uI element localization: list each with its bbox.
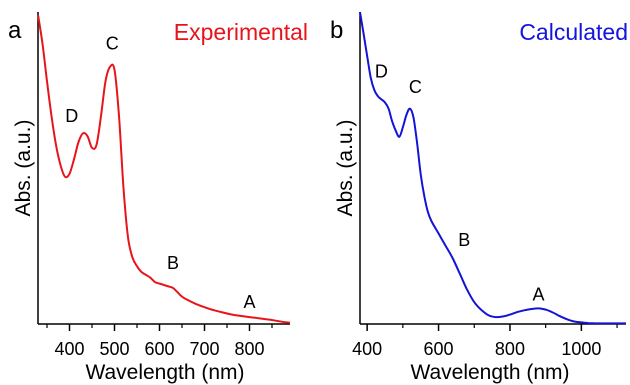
panel-a-peak-labels: D C B A [65,34,255,313]
panel-a-title: Experimental [174,19,308,45]
peak-label-b: B [167,253,179,273]
panel-b-y-axis-title: Abs. (a.u.) [334,120,357,217]
panel-b-x-tick-labels: 400 600 800 1000 [352,339,601,359]
peak-label-b: B [458,230,470,250]
peak-label-d: D [65,106,78,126]
x-tick-label: 800 [234,339,264,359]
peak-label-c: C [106,34,119,54]
peak-label-a: A [243,292,255,312]
x-tick-label: 600 [144,339,174,359]
panel-b-peak-labels: D C B A [375,62,545,305]
panel-a-y-axis-title: Abs. (a.u.) [12,120,35,217]
peak-label-d: D [375,62,388,82]
x-tick-label: 800 [495,339,525,359]
x-tick-label: 400 [54,339,84,359]
panel-b-x-axis-title: Wavelength (nm) [410,361,569,384]
x-tick-label: 1000 [561,339,601,359]
x-tick-label: 500 [99,339,129,359]
x-tick-label: 700 [189,339,219,359]
panel-a-letter: a [8,17,22,44]
panel-a-x-ticks [46,324,273,331]
peak-label-c: C [409,77,422,97]
panel-b-series-line [359,11,626,325]
panel-b-letter: b [330,17,343,44]
panel-a-series-line [37,14,291,324]
peak-label-a: A [533,285,545,305]
panel-b-x-ticks [366,324,618,331]
panel-b-title: Calculated [519,19,628,45]
panel-a-x-axis-title: Wavelength (nm) [85,361,244,384]
panel-b: b Calculated 400 600 800 1000 D C B A Waveleng… [330,11,628,384]
x-tick-label: 600 [424,339,454,359]
x-tick-label: 400 [352,339,382,359]
panel-a-x-tick-labels: 400 500 600 700 800 [54,339,264,359]
panel-a: a Experimental 400 500 600 700 800 D C B A Wave… [8,12,308,384]
